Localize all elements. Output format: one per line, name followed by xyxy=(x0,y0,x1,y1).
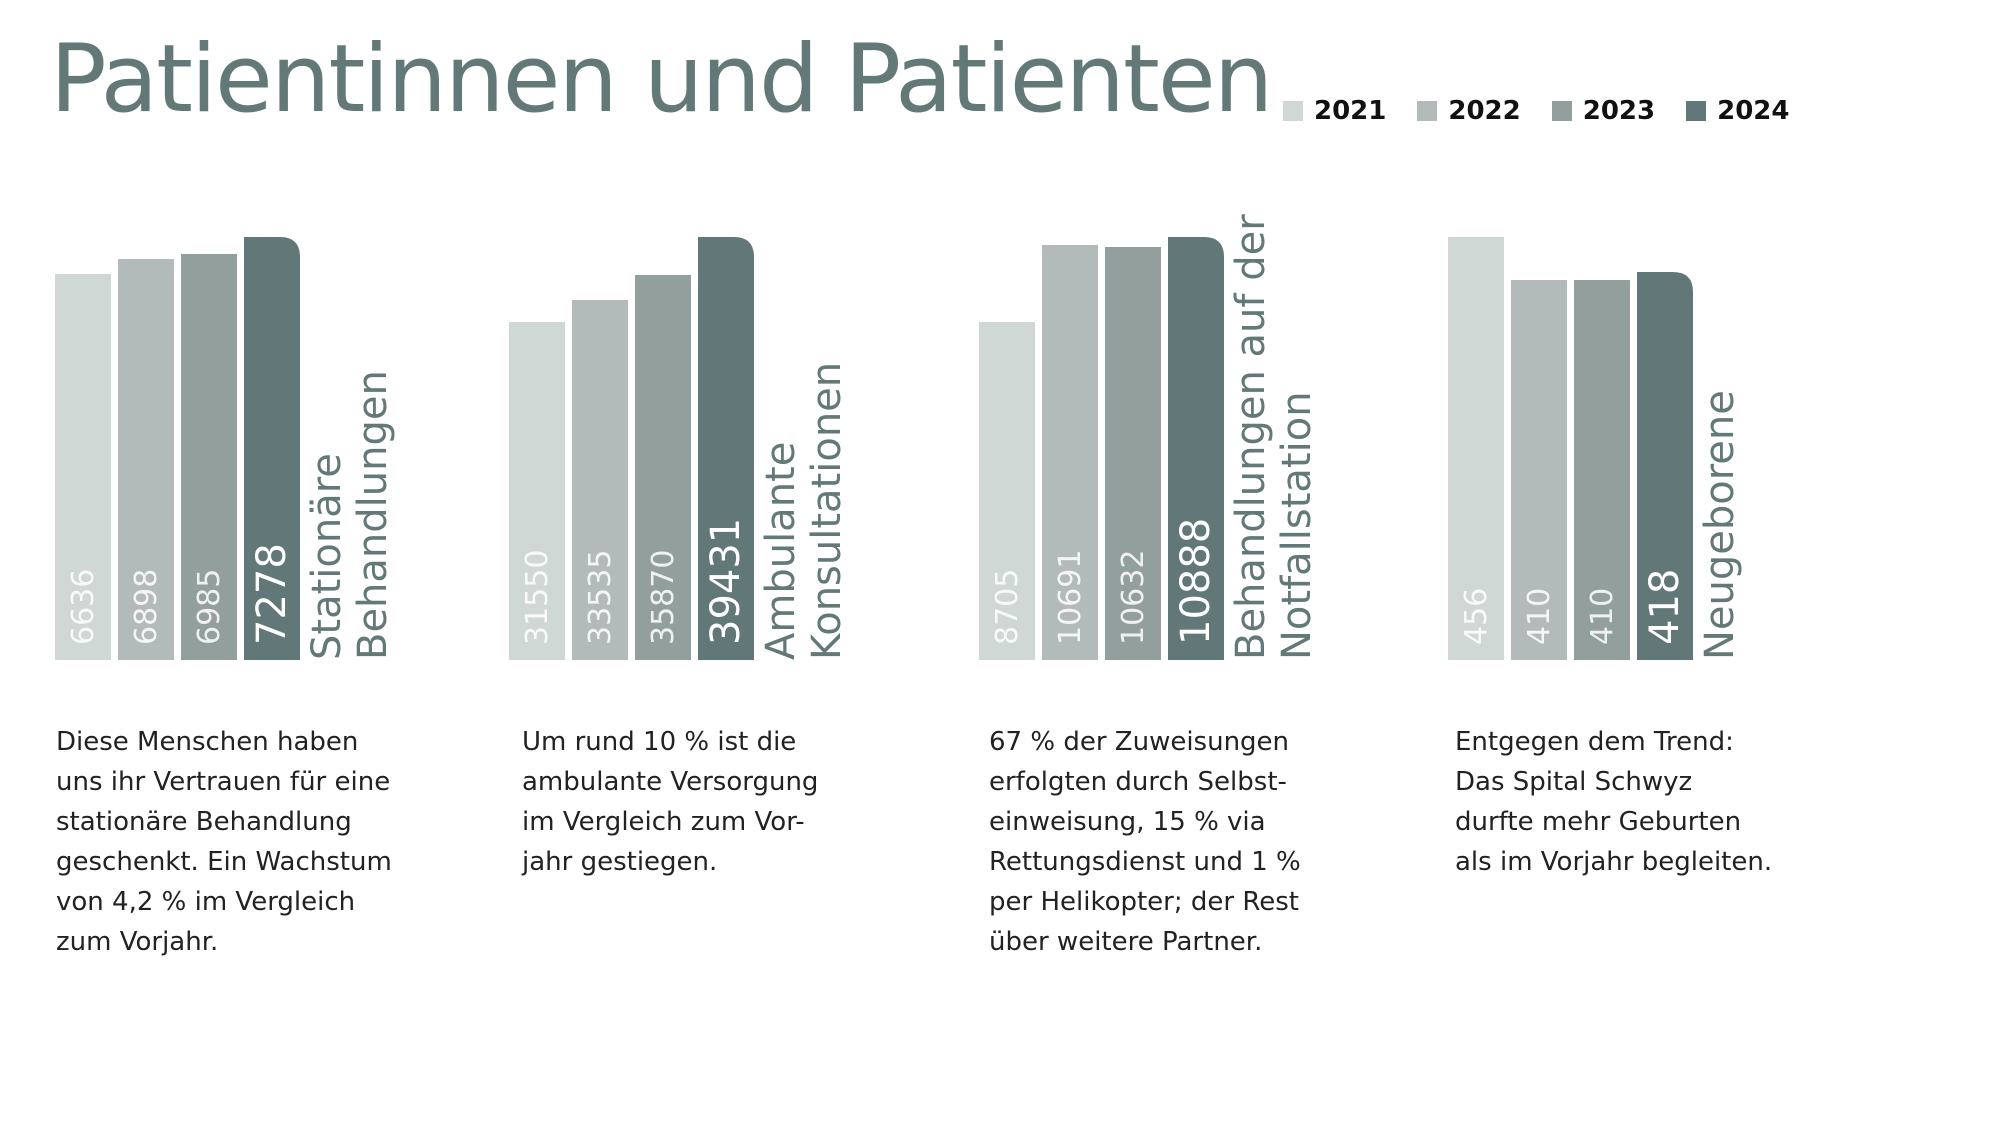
bar-value-label: 33535 xyxy=(583,550,618,645)
bar-value-label: 7278 xyxy=(249,543,295,645)
bar-value-label: 6985 xyxy=(192,569,227,645)
bar-2021 xyxy=(1448,237,1504,660)
bar-2023 xyxy=(1105,247,1161,660)
legend-item-2023: 2023 xyxy=(1551,96,1656,126)
legend-label-2023: 2023 xyxy=(1582,96,1656,126)
bar-2024 xyxy=(1637,272,1693,660)
bar-2021 xyxy=(509,322,565,660)
bar-2024 xyxy=(1168,237,1224,660)
description-line: zum Vorjahr. xyxy=(56,927,219,957)
chart-title-line: Behandlungen xyxy=(350,370,396,660)
bar-2021 xyxy=(55,274,111,660)
chart-title-line: Behandlungen auf der xyxy=(1228,214,1274,660)
bar-2023 xyxy=(1574,280,1630,660)
bar-2024 xyxy=(698,237,754,660)
legend-item-2022: 2022 xyxy=(1417,96,1521,126)
description-line: Das Spital Schwyz xyxy=(1455,767,1693,797)
bar-value-label: 35870 xyxy=(646,550,681,645)
bar-value-label: 10888 xyxy=(1173,518,1219,645)
description-line: stationäre Behandlung xyxy=(56,807,352,837)
legend-label-2021: 2021 xyxy=(1314,96,1387,126)
bar-value-label: 418 xyxy=(1642,569,1688,645)
legend-swatch-2023 xyxy=(1551,101,1572,121)
legend-label-2024: 2024 xyxy=(1717,96,1790,126)
chart-group: 8705 10691 10632 10888 Behandlungen auf der N… xyxy=(979,214,1320,660)
bar-value-label: 39431 xyxy=(703,518,749,645)
description-line: erfolgten durch Selbst- xyxy=(989,767,1287,797)
bar-2023 xyxy=(181,254,237,660)
bar-2022 xyxy=(572,300,628,660)
description-line: über weitere Partner. xyxy=(989,927,1263,957)
bar-value-label: 410 xyxy=(1522,588,1557,645)
description-line: im Vergleich zum Vor- xyxy=(522,807,805,837)
description-line: Entgegen dem Trend: xyxy=(1455,727,1734,757)
chart-group: 31550 33535 35870 39431 Ambulante Konsultatio… xyxy=(509,237,850,660)
legend-swatch-2024 xyxy=(1686,101,1707,121)
bar-2022 xyxy=(118,259,174,660)
bar-value-label: 6898 xyxy=(129,569,164,645)
description-neugeborene: Entgegen dem Trend: Das Spital Schwyz durf… xyxy=(1455,722,1815,882)
bar-value-label: 10632 xyxy=(1116,550,1151,645)
legend-label-2022: 2022 xyxy=(1448,96,1521,126)
description-stationaer: Diese Menschen haben uns ihr Vertrauen fü… xyxy=(56,722,416,962)
description-line: jahr gestiegen. xyxy=(522,847,718,877)
legend-item-2024: 2024 xyxy=(1686,96,1790,126)
bar-value-label: 456 xyxy=(1459,588,1494,645)
legend: 2021 2022 2023 2024 xyxy=(1283,96,1790,126)
bar-2023 xyxy=(635,275,691,660)
chart-title-line: Neugeborene xyxy=(1697,390,1743,660)
bar-2021 xyxy=(979,322,1035,660)
chart-title-line: Ambulante xyxy=(758,442,804,660)
chart-title-line: Stationäre xyxy=(304,453,350,660)
bar-2022 xyxy=(1511,280,1567,660)
description-line: Diese Menschen haben xyxy=(56,727,359,757)
description-line: von 4,2 % im Vergleich xyxy=(56,887,356,917)
bar-value-label: 10691 xyxy=(1053,550,1088,645)
description-notfall: 67 % der Zuweisungen erfolgten durch Selb… xyxy=(989,722,1349,962)
bar-charts: 6636 6898 6985 7278 Stationäre Behandlungen 31… xyxy=(55,214,1743,660)
bar-value-label: 410 xyxy=(1585,588,1620,645)
description-line: einweisung, 15 % via xyxy=(989,807,1266,837)
chart-group: 456 410 410 418 Neugeborene xyxy=(1448,237,1743,660)
bar-value-label: 8705 xyxy=(990,569,1025,645)
legend-swatch-2022 xyxy=(1417,101,1438,121)
description-line: durfte mehr Geburten xyxy=(1455,807,1742,837)
bar-2024 xyxy=(244,237,300,660)
chart-title-line: Konsultationen xyxy=(804,362,850,660)
bar-2022 xyxy=(1042,245,1098,660)
page-title: Patientinnen und Patienten xyxy=(50,25,1273,134)
legend-item-2021: 2021 xyxy=(1283,96,1386,126)
description-line: uns ihr Vertrauen für eine xyxy=(56,767,391,797)
chart-group: 6636 6898 6985 7278 Stationäre Behandlungen xyxy=(55,237,396,660)
description-line: per Helikopter; der Rest xyxy=(989,887,1299,917)
bar-value-label: 6636 xyxy=(66,569,101,645)
chart-title-line: Notfallstation xyxy=(1274,391,1320,660)
description-line: als im Vorjahr begleiten. xyxy=(1455,847,1773,877)
legend-swatch-2021 xyxy=(1283,101,1303,121)
description-line: Rettungsdienst und 1 % xyxy=(989,847,1301,877)
description-line: 67 % der Zuweisungen xyxy=(989,727,1290,757)
description-line: ambulante Versorgung xyxy=(522,767,819,797)
bar-value-label: 31550 xyxy=(520,550,555,645)
description-ambulant: Um rund 10 % ist die ambulante Versorgung… xyxy=(522,722,882,882)
description-line: geschenkt. Ein Wachstum xyxy=(56,847,392,877)
description-line: Um rund 10 % ist die xyxy=(522,727,797,757)
